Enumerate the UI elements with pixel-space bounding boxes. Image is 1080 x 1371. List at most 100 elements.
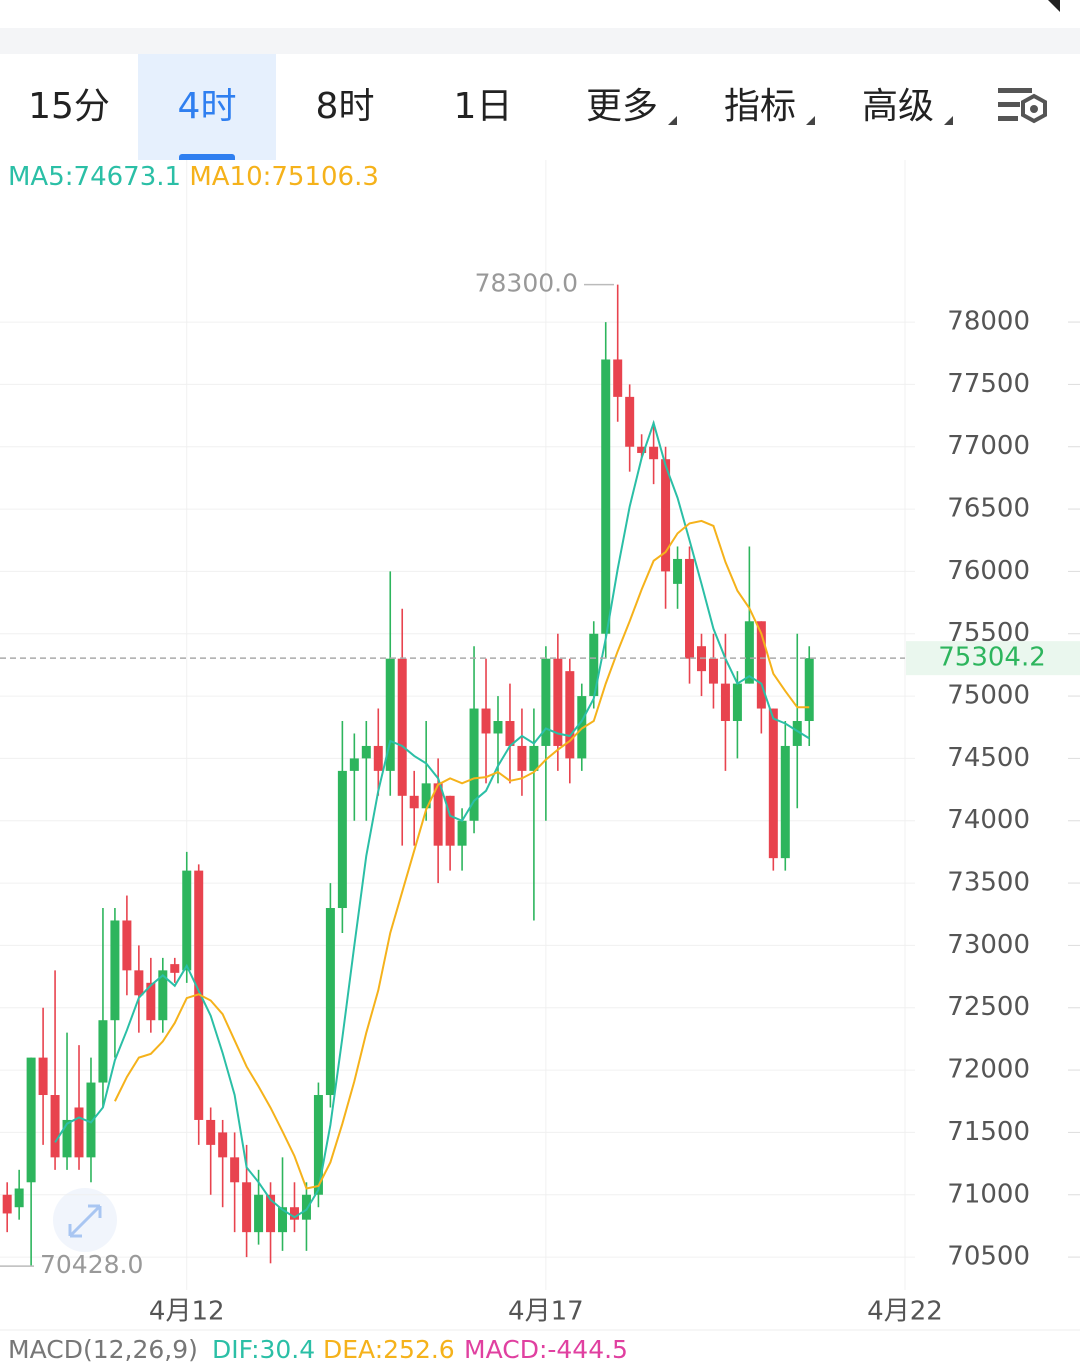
candle-body [325, 908, 335, 1096]
y-tick-label: 71000 [947, 1179, 1030, 1209]
candle-body [409, 795, 419, 809]
candle-body [625, 396, 635, 447]
tab[interactable]: 指标 [723, 86, 796, 127]
candle-body [637, 446, 647, 453]
high-marker-label: 78300.0 [475, 269, 578, 298]
macd-value: MACD:-444.5 [464, 1335, 628, 1364]
y-tick-label: 77500 [947, 369, 1030, 399]
dropdown-caret [944, 116, 953, 125]
candle-body [278, 1207, 288, 1233]
x-tick-label: 4月22 [867, 1297, 943, 1327]
candle-body [289, 1207, 299, 1220]
dropdown-caret [806, 116, 815, 125]
ma-line [114, 519, 810, 1190]
y-tick-label: 77000 [947, 431, 1030, 461]
plot-layer: 70500 71000 71500 72000 72500 73000 73500 74000… [0, 160, 1080, 1327]
candle-body [38, 1057, 48, 1096]
candle-body [768, 708, 778, 859]
candle-body [720, 683, 730, 722]
candle-body [589, 633, 599, 697]
candle-body [170, 964, 180, 973]
candle-body [242, 1182, 252, 1233]
tab[interactable]: 高级 [861, 86, 934, 127]
candle-body [134, 970, 144, 996]
candle-body [565, 671, 575, 759]
y-tick-label: 73000 [947, 930, 1030, 960]
y-tick-label: 73500 [947, 868, 1030, 898]
settings-icon[interactable] [996, 84, 1050, 130]
candle-body [86, 1082, 96, 1158]
y-tick-label: 71500 [947, 1117, 1030, 1147]
candle-body [98, 1020, 108, 1083]
icon-gear [1021, 93, 1047, 124]
icon-gear-center [1030, 105, 1038, 113]
icon-bar [998, 116, 1018, 121]
y-tick-label: 70500 [947, 1242, 1030, 1272]
ma-line [54, 419, 810, 1219]
y-tick-label: 72000 [947, 1055, 1030, 1085]
candle-body [756, 621, 766, 709]
candle-body [553, 658, 563, 746]
candle-body [146, 982, 156, 1021]
candle-body [230, 1157, 240, 1183]
candle-body [517, 745, 527, 771]
tab[interactable]: 8时 [315, 86, 375, 127]
candle-body [661, 459, 671, 572]
candle-body [577, 696, 587, 759]
candle-body [254, 1194, 264, 1233]
y-tick-label: 76500 [947, 494, 1030, 524]
y-tick-label: 72500 [947, 992, 1030, 1022]
y-tick-label: 74000 [947, 805, 1030, 835]
icon-bar [998, 88, 1032, 93]
tab-bar: 15分 4时 8时 1日 更多 指标 高级 [0, 54, 1080, 160]
candle-body [529, 745, 539, 771]
candle-body [182, 870, 192, 971]
tab[interactable]: 15分 [28, 86, 110, 127]
icon-bar [998, 102, 1020, 107]
candle-body [266, 1194, 276, 1233]
candle-body [673, 558, 683, 584]
candle-body [493, 721, 503, 734]
candle-body [361, 745, 371, 759]
tab[interactable]: 1日 [453, 86, 513, 127]
candle-body [433, 783, 443, 846]
candle-body [732, 683, 742, 722]
last-price-label: 75304.2 [938, 643, 1046, 673]
candle-body [649, 446, 659, 460]
candle-body [313, 1095, 323, 1195]
y-tick-label: 74500 [947, 743, 1030, 773]
candle-body [792, 721, 802, 746]
candle-body [2, 1194, 12, 1214]
candle-body [337, 770, 347, 909]
candle-body [110, 920, 120, 1021]
candle-body [62, 1119, 72, 1158]
candle-body [74, 1107, 84, 1158]
macd-dif: DIF:30.4 [212, 1335, 315, 1364]
candle-body [421, 783, 431, 809]
y-tick-label: 76000 [947, 556, 1030, 586]
candle-body [708, 658, 718, 684]
legend-entry: MA5:74673.1 [8, 162, 182, 192]
candle-body [505, 721, 515, 746]
legend-entry: MA10:75106.3 [189, 162, 379, 192]
candle-body [469, 708, 479, 821]
last-price-box [906, 641, 1080, 676]
x-tick-label: 4月17 [508, 1297, 584, 1327]
corner-mark [1048, 0, 1060, 12]
candle-body [26, 1057, 36, 1183]
tab[interactable]: 更多 [585, 86, 658, 127]
candle-body [481, 708, 491, 734]
candle-body [218, 1132, 228, 1158]
candle-body [50, 1095, 60, 1158]
candle-body [206, 1119, 216, 1145]
candle-body [158, 970, 168, 1021]
candle-body [301, 1194, 311, 1220]
macd-dea: DEA:252.6 [323, 1335, 455, 1364]
candle-body [601, 359, 611, 634]
status-area [0, 0, 1080, 28]
tab-active[interactable]: 4时 [138, 54, 276, 160]
ma-legend: MA5:74673.1 MA10:75106.3 [8, 162, 379, 192]
dropdown-caret [668, 116, 677, 125]
x-tick-label: 4月12 [149, 1297, 225, 1327]
